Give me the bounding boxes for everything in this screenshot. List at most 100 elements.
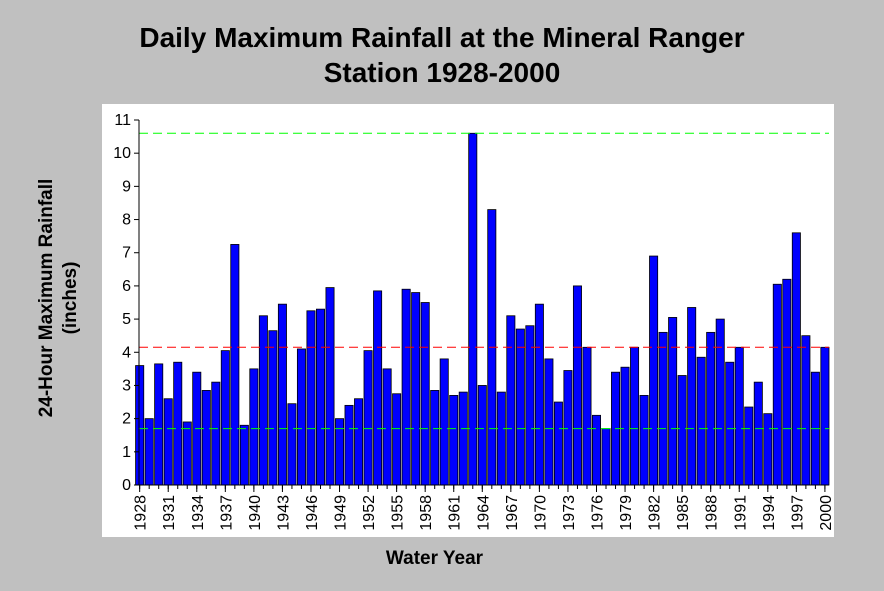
bar bbox=[630, 346, 640, 486]
x-tick-label: 1976 bbox=[589, 495, 606, 531]
y-tick-label: 0 bbox=[122, 477, 131, 494]
x-tick-label: 1970 bbox=[532, 495, 549, 531]
bar bbox=[373, 290, 383, 486]
bar bbox=[801, 335, 811, 486]
bar bbox=[649, 255, 659, 486]
bar bbox=[354, 398, 364, 486]
bar bbox=[154, 363, 164, 486]
bar bbox=[201, 390, 211, 486]
y-tick-label: 9 bbox=[122, 178, 131, 195]
x-tick-label: 2000 bbox=[818, 495, 835, 531]
x-tick-label: 1994 bbox=[761, 495, 778, 531]
bar bbox=[820, 346, 830, 486]
bar bbox=[249, 368, 259, 486]
x-tick-label: 1988 bbox=[704, 495, 721, 531]
bar bbox=[734, 346, 744, 486]
bar bbox=[344, 404, 354, 486]
x-tick-label: 1955 bbox=[390, 495, 407, 531]
y-tick-label: 5 bbox=[122, 311, 131, 328]
bar bbox=[506, 315, 516, 486]
bar bbox=[592, 414, 601, 486]
x-axis-label: Water Year bbox=[385, 548, 484, 569]
x-tick-label: 1961 bbox=[447, 495, 464, 531]
x-tick-label: 1967 bbox=[504, 495, 521, 531]
chart-title-line2: Station 1928-2000 bbox=[323, 57, 561, 88]
chart-title-line1: Daily Maximum Rainfall at the Mineral Ra… bbox=[139, 22, 745, 53]
chart-title: Daily Maximum Rainfall at the Mineral Ra… bbox=[0, 20, 884, 90]
x-tick-label: 1982 bbox=[647, 495, 664, 531]
bar bbox=[515, 328, 525, 486]
x-tick-label: 1937 bbox=[218, 495, 235, 531]
x-tick-label: 1964 bbox=[475, 495, 492, 531]
bar bbox=[211, 381, 221, 486]
x-tick-label: 1940 bbox=[247, 495, 264, 531]
bar bbox=[601, 428, 611, 486]
bar bbox=[382, 368, 392, 486]
x-tick-label: 1949 bbox=[333, 495, 350, 531]
bar bbox=[525, 325, 535, 486]
bar bbox=[791, 232, 801, 486]
bar bbox=[316, 308, 325, 486]
bar bbox=[725, 361, 735, 486]
bar bbox=[439, 358, 449, 486]
bar bbox=[401, 288, 411, 486]
bar bbox=[287, 403, 297, 486]
bar bbox=[392, 393, 402, 486]
bar bbox=[173, 361, 183, 486]
bar bbox=[772, 283, 782, 486]
bar bbox=[582, 346, 592, 486]
y-tick-label: 2 bbox=[122, 411, 131, 428]
bar bbox=[696, 356, 706, 486]
bar bbox=[782, 278, 792, 486]
x-tick-label: 1973 bbox=[561, 495, 578, 531]
bar bbox=[706, 331, 716, 486]
y-tick-label: 11 bbox=[114, 112, 131, 129]
bar bbox=[182, 421, 192, 486]
bar bbox=[715, 318, 725, 486]
bar bbox=[668, 317, 678, 486]
x-tick-label: 1946 bbox=[304, 495, 321, 531]
y-tick-label: 8 bbox=[122, 212, 131, 229]
bar bbox=[420, 302, 430, 486]
x-tick-label: 1931 bbox=[161, 495, 178, 531]
x-tick-label: 1997 bbox=[789, 495, 806, 531]
y-tick-label: 10 bbox=[113, 145, 131, 162]
bar bbox=[572, 285, 582, 486]
x-tick-label: 1928 bbox=[133, 495, 150, 531]
x-tick-label: 1991 bbox=[732, 495, 749, 531]
bar bbox=[753, 381, 763, 486]
bar bbox=[325, 287, 335, 486]
bar bbox=[239, 424, 249, 486]
bar bbox=[296, 348, 306, 486]
bar bbox=[477, 385, 487, 486]
bar bbox=[677, 375, 687, 486]
y-tick-label: 7 bbox=[122, 245, 131, 262]
bar bbox=[639, 395, 649, 486]
bar bbox=[220, 350, 230, 486]
bar bbox=[468, 132, 478, 486]
bar bbox=[687, 307, 697, 486]
bar bbox=[230, 244, 240, 486]
bar bbox=[163, 398, 173, 486]
x-tick-label: 1979 bbox=[618, 495, 635, 531]
bar bbox=[268, 330, 278, 486]
x-tick-label: 1943 bbox=[275, 495, 292, 531]
bar bbox=[277, 303, 287, 486]
bar bbox=[563, 370, 573, 486]
y-tick-label: 1 bbox=[122, 444, 131, 461]
bar bbox=[544, 358, 554, 486]
y-tick-label: 6 bbox=[122, 278, 131, 295]
bar bbox=[744, 406, 754, 486]
x-tick-label: 1934 bbox=[190, 495, 207, 531]
y-tick-label: 4 bbox=[122, 344, 131, 361]
bar bbox=[534, 303, 544, 486]
bar bbox=[363, 350, 373, 486]
bar bbox=[449, 395, 459, 486]
bar bbox=[620, 366, 630, 486]
bar bbox=[430, 390, 440, 486]
bar bbox=[553, 401, 563, 486]
bar bbox=[496, 391, 506, 486]
x-tick-label: 1952 bbox=[361, 495, 378, 531]
bar bbox=[135, 365, 145, 486]
